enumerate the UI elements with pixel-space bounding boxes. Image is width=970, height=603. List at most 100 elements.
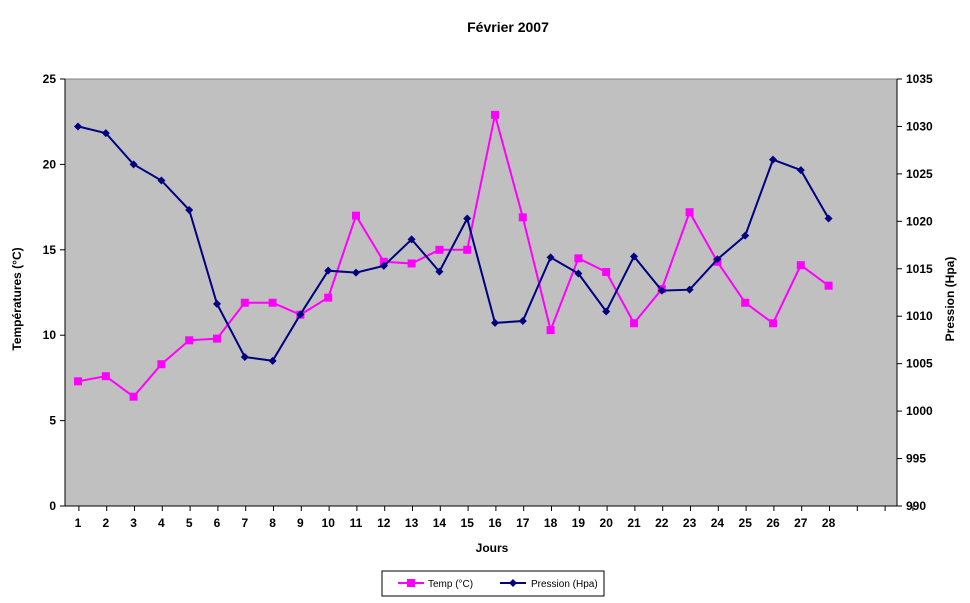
x-tick-label: 24 <box>711 516 725 530</box>
y-axis-left-title: Températures (°C) <box>10 247 24 350</box>
pression-point <box>741 231 750 240</box>
pression-point <box>657 286 666 295</box>
temp-point <box>352 211 360 220</box>
y-left-tick-label: 10 <box>43 328 57 342</box>
series-line-0 <box>77 114 830 399</box>
temp-point <box>741 298 750 307</box>
axes: 0510152025990995100010051010101510201025… <box>43 72 933 530</box>
temp-point <box>324 293 333 302</box>
temp-point <box>74 377 82 386</box>
x-tick-label: 5 <box>186 516 193 530</box>
pression-point <box>491 318 499 327</box>
y-right-tick-label: 1010 <box>906 309 933 323</box>
temp-point <box>240 298 249 307</box>
temp-point <box>379 257 388 266</box>
legend-pression-label: Pression (Hpa) <box>531 579 598 590</box>
x-tick-label: 11 <box>350 516 363 530</box>
temp-point <box>407 259 416 268</box>
temp-point <box>630 319 638 328</box>
temp-point <box>769 319 777 328</box>
pression-point <box>268 356 277 365</box>
series-layer <box>74 110 833 401</box>
temp-point <box>602 268 611 277</box>
x-tick-label: 25 <box>739 516 753 530</box>
y-right-tick-label: 1025 <box>906 167 933 181</box>
x-tick-label: 21 <box>627 516 641 530</box>
temp-point <box>157 360 166 369</box>
y-right-tick-label: 1020 <box>906 214 933 228</box>
y-right-tick-label: 1035 <box>906 72 933 86</box>
x-tick-label: 18 <box>544 516 558 530</box>
y-right-tick-label: 1000 <box>906 404 933 418</box>
y-left-tick-label: 15 <box>43 243 57 257</box>
x-tick-label: 22 <box>655 516 669 530</box>
pression-point <box>379 261 388 270</box>
y-left-tick-label: 5 <box>49 414 56 428</box>
x-tick-label: 10 <box>322 516 336 530</box>
temp-point <box>213 334 221 343</box>
x-tick-label: 19 <box>572 516 586 530</box>
x-tick-label: 26 <box>766 516 780 530</box>
pression-point <box>796 166 805 175</box>
pression-point <box>324 266 333 275</box>
pression-point <box>435 267 444 276</box>
x-tick-label: 1 <box>75 516 82 530</box>
x-tick-label: 17 <box>516 516 530 530</box>
x-tick-label: 12 <box>377 516 391 530</box>
x-tick-label: 6 <box>214 516 221 530</box>
x-tick-label: 4 <box>158 516 165 530</box>
legend-temp-label: Temp (°C) <box>428 579 473 590</box>
pression-point <box>240 353 249 362</box>
temp-point <box>463 245 472 254</box>
temp-point <box>268 298 277 307</box>
temp-point <box>101 372 110 381</box>
y-right-tick-label: 1015 <box>906 262 933 276</box>
pression-point <box>185 205 194 214</box>
pression-point <box>407 235 416 244</box>
x-tick-label: 15 <box>461 516 475 530</box>
pression-point <box>630 252 638 261</box>
temp-point <box>518 213 527 222</box>
series-line-1 <box>77 125 830 362</box>
temp-point <box>435 245 444 254</box>
y-right-tick-label: 1030 <box>906 119 933 133</box>
pression-point <box>129 160 138 169</box>
y-right-tick-label: 1005 <box>906 357 933 371</box>
x-tick-label: 14 <box>433 516 447 530</box>
chart-title: Février 2007 <box>467 19 549 35</box>
legend: Temp (°C) Pression (Hpa) <box>381 570 605 597</box>
pression-point <box>157 176 166 185</box>
temp-point <box>685 208 694 217</box>
temp-point <box>796 261 805 270</box>
x-tick-label: 7 <box>241 516 248 530</box>
pression-point <box>463 214 472 223</box>
pression-point <box>518 316 527 325</box>
pression-point <box>685 285 694 294</box>
y-left-tick-label: 20 <box>43 157 57 171</box>
temp-point <box>824 281 833 290</box>
y-left-tick-label: 25 <box>43 72 57 86</box>
y-left-tick-label: 0 <box>49 499 56 513</box>
pression-point <box>296 310 305 319</box>
x-tick-label: 16 <box>488 516 502 530</box>
x-tick-label: 27 <box>794 516 808 530</box>
x-tick-label: 2 <box>102 516 109 530</box>
x-axis-title: Jours <box>476 541 509 555</box>
temp-point <box>546 326 555 335</box>
x-tick-label: 8 <box>269 516 276 530</box>
pression-point <box>602 307 611 316</box>
y-axis-right-title: Pression (Hpa) <box>943 257 957 342</box>
pression-point <box>713 255 722 264</box>
pression-point <box>213 299 221 308</box>
pression-point <box>769 155 777 164</box>
pression-point <box>546 253 555 262</box>
pression-point <box>352 268 360 277</box>
x-tick-label: 28 <box>822 516 836 530</box>
temp-point <box>185 336 194 345</box>
legend-temp-marker <box>407 579 415 587</box>
x-tick-label: 23 <box>683 516 697 530</box>
plot-area <box>64 78 898 507</box>
x-tick-label: 9 <box>297 516 304 530</box>
pression-point <box>74 122 82 131</box>
